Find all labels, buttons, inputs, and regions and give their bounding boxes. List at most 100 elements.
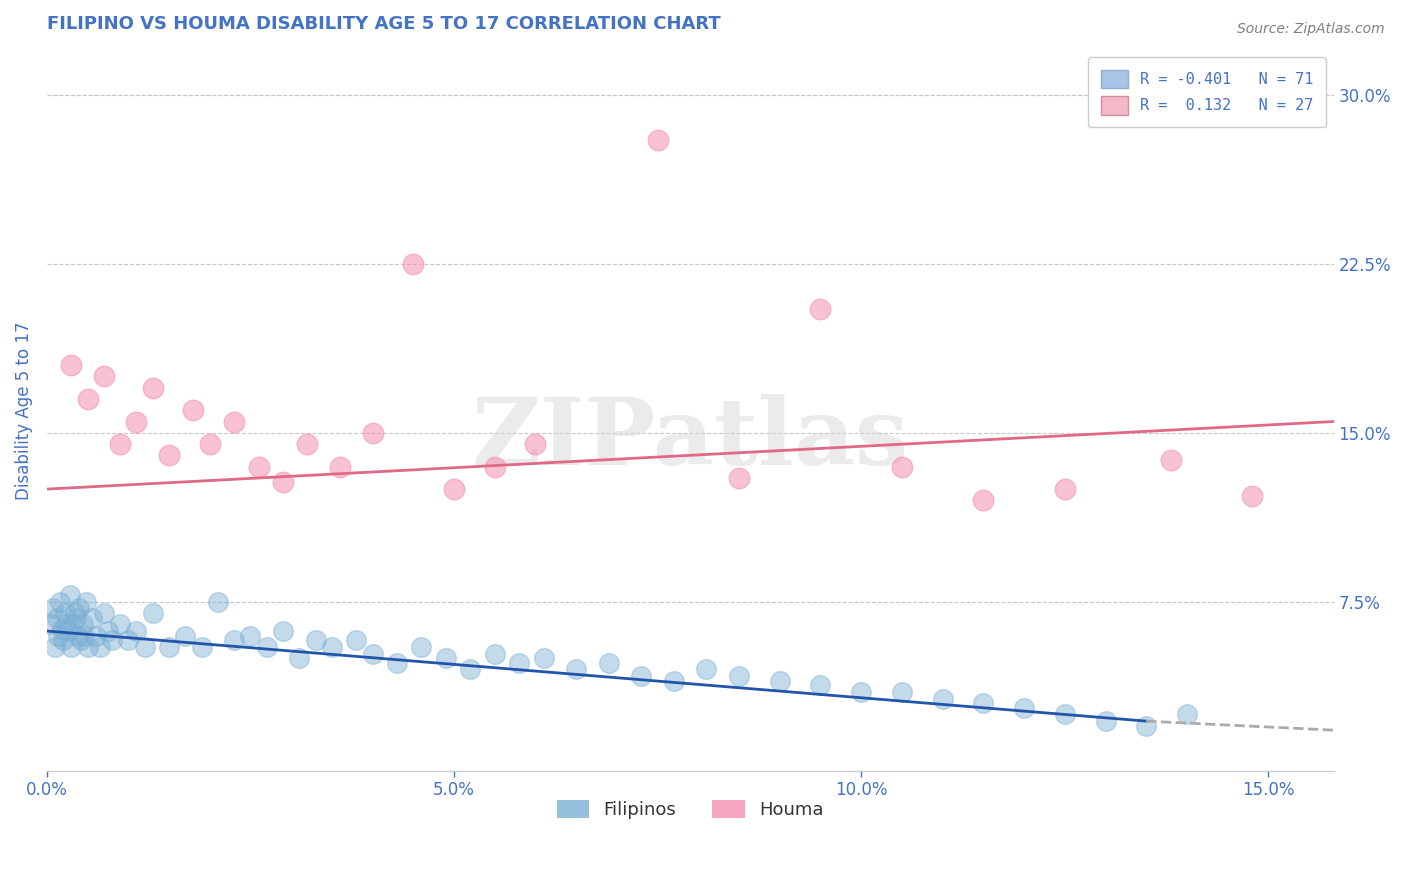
Point	[174, 628, 197, 642]
Point	[728, 471, 751, 485]
Point	[361, 425, 384, 440]
Point	[728, 669, 751, 683]
Point	[49, 595, 72, 609]
Point	[157, 448, 180, 462]
Point	[385, 656, 408, 670]
Legend: Filipinos, Houma: Filipinos, Houma	[550, 793, 831, 827]
Point	[93, 369, 115, 384]
Point	[76, 640, 98, 654]
Point	[247, 459, 270, 474]
Point	[647, 133, 669, 147]
Point	[207, 595, 229, 609]
Point	[972, 696, 994, 710]
Point	[108, 617, 131, 632]
Point	[66, 628, 89, 642]
Point	[89, 640, 111, 654]
Point	[1241, 489, 1264, 503]
Point	[598, 656, 620, 670]
Point	[108, 437, 131, 451]
Point	[1053, 482, 1076, 496]
Point	[46, 628, 69, 642]
Point	[125, 415, 148, 429]
Point	[73, 628, 96, 642]
Point	[239, 628, 262, 642]
Point	[134, 640, 156, 654]
Point	[460, 662, 482, 676]
Point	[60, 640, 83, 654]
Point	[695, 662, 717, 676]
Point	[93, 606, 115, 620]
Point	[402, 257, 425, 271]
Point	[484, 459, 506, 474]
Point	[344, 633, 367, 648]
Text: ZIPatlas: ZIPatlas	[471, 394, 908, 484]
Point	[271, 475, 294, 490]
Point	[890, 459, 912, 474]
Point	[361, 647, 384, 661]
Point	[55, 617, 77, 632]
Point	[42, 601, 65, 615]
Point	[533, 651, 555, 665]
Point	[890, 685, 912, 699]
Point	[1160, 452, 1182, 467]
Point	[59, 588, 82, 602]
Point	[931, 691, 953, 706]
Point	[851, 685, 873, 699]
Point	[45, 610, 67, 624]
Point	[142, 381, 165, 395]
Point	[190, 640, 212, 654]
Point	[198, 437, 221, 451]
Point	[84, 628, 107, 642]
Point	[524, 437, 547, 451]
Y-axis label: Disability Age 5 to 17: Disability Age 5 to 17	[15, 321, 32, 500]
Text: FILIPINO VS HOUMA DISABILITY AGE 5 TO 17 CORRELATION CHART: FILIPINO VS HOUMA DISABILITY AGE 5 TO 17…	[46, 15, 721, 33]
Point	[224, 415, 246, 429]
Point	[810, 301, 832, 316]
Point	[972, 493, 994, 508]
Point	[142, 606, 165, 620]
Point	[565, 662, 588, 676]
Point	[51, 622, 73, 636]
Point	[271, 624, 294, 638]
Point	[1012, 700, 1035, 714]
Point	[65, 610, 87, 624]
Point	[75, 595, 97, 609]
Point	[69, 601, 91, 615]
Point	[70, 633, 93, 648]
Point	[52, 633, 75, 648]
Point	[53, 606, 76, 620]
Point	[60, 358, 83, 372]
Point	[157, 640, 180, 654]
Point	[411, 640, 433, 654]
Point	[662, 673, 685, 688]
Point	[434, 651, 457, 665]
Point	[62, 617, 84, 632]
Point	[101, 633, 124, 648]
Point	[288, 651, 311, 665]
Point	[810, 678, 832, 692]
Point	[630, 669, 652, 683]
Point	[256, 640, 278, 654]
Text: Source: ZipAtlas.com: Source: ZipAtlas.com	[1237, 22, 1385, 37]
Point	[80, 610, 103, 624]
Point	[304, 633, 326, 648]
Point	[1053, 707, 1076, 722]
Point	[76, 392, 98, 406]
Point	[297, 437, 319, 451]
Point	[72, 617, 94, 632]
Point	[63, 606, 86, 620]
Point	[321, 640, 343, 654]
Point	[1094, 714, 1116, 728]
Point	[125, 624, 148, 638]
Point	[484, 647, 506, 661]
Point	[1135, 718, 1157, 732]
Point	[44, 640, 66, 654]
Point	[329, 459, 352, 474]
Point	[39, 617, 62, 632]
Point	[56, 624, 79, 638]
Point	[183, 403, 205, 417]
Point	[97, 624, 120, 638]
Point	[769, 673, 792, 688]
Point	[117, 633, 139, 648]
Point	[443, 482, 465, 496]
